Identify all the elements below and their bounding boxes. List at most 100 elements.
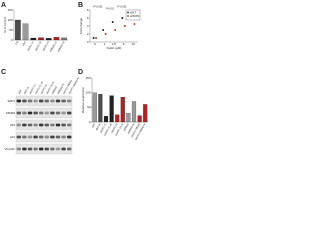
x-tick-label: siNT+N — [95, 123, 102, 132]
bar — [61, 37, 67, 41]
band — [16, 123, 21, 127]
blot-strip — [15, 143, 73, 155]
band — [44, 147, 49, 151]
x-tick-label: 10 — [132, 42, 136, 46]
band — [27, 135, 33, 139]
y-tick-label: 50 — [87, 105, 91, 109]
blot-strip — [15, 107, 73, 119]
band — [33, 123, 38, 127]
bar — [120, 96, 125, 123]
bar — [98, 94, 103, 123]
y-tick-label: 100 — [7, 18, 12, 22]
band — [67, 123, 72, 127]
band — [55, 147, 61, 151]
panel-label: B — [78, 2, 83, 9]
band — [16, 147, 21, 151]
band — [55, 123, 61, 127]
legend-box — [125, 9, 141, 21]
x-tick-label: siMDM2 #2 — [57, 40, 66, 53]
legend-marker — [127, 15, 129, 17]
y-tick-label: 2 — [87, 32, 89, 36]
y-tick-label: 0 — [87, 40, 89, 44]
legend-label: siWIP1 — [130, 14, 140, 18]
band — [67, 135, 72, 139]
x-axis-label: Nutlin (µM) — [107, 46, 122, 50]
point — [102, 29, 105, 31]
point — [123, 25, 126, 27]
bar — [30, 37, 37, 41]
band — [50, 99, 55, 103]
blot-strip — [15, 119, 73, 131]
band — [55, 111, 61, 115]
bar — [45, 38, 52, 41]
band — [50, 135, 55, 139]
x-tick-label: siWIP1 #1 — [27, 40, 35, 52]
point — [104, 33, 107, 35]
x-tick-label: siWIP1+MDM2 — [130, 122, 141, 138]
band — [33, 147, 38, 151]
band — [39, 111, 44, 115]
bar — [137, 115, 142, 123]
y-tick-label: 50 — [9, 28, 13, 32]
band — [67, 99, 72, 103]
band — [50, 123, 55, 127]
lane-label: siWIP1 #2+N — [46, 81, 56, 95]
y-tick-label: 100 — [85, 90, 90, 94]
x-tick-label: 0 — [94, 42, 96, 46]
bar — [53, 37, 60, 41]
x-tick-label: siMDM2+N — [127, 123, 136, 135]
band — [67, 147, 72, 151]
band — [16, 99, 21, 103]
blot-strip — [15, 131, 73, 143]
band — [33, 99, 38, 103]
x-tick-label: siWIP1 #2+N — [115, 123, 125, 137]
row-label: p53 — [10, 123, 15, 127]
point — [121, 17, 124, 19]
row-label: p21 — [10, 135, 15, 139]
legend-label: siNT — [130, 10, 136, 14]
x-tick-label: siWIP1 #1 — [99, 122, 107, 134]
x-tick-label: siMDM2 #1 — [49, 40, 58, 53]
point — [133, 23, 136, 25]
point — [95, 37, 98, 39]
blot-strip — [15, 95, 73, 107]
band — [22, 99, 27, 103]
lane-label: siNT+N — [23, 86, 30, 95]
bar — [22, 23, 29, 41]
band — [61, 111, 66, 115]
x-tick-label: Ctrl — [15, 40, 20, 45]
row-label: WIP1 — [8, 99, 16, 103]
bar — [103, 116, 109, 123]
y-tick-label: 8 — [87, 8, 89, 12]
y-axis-label: Relative expression — [81, 87, 85, 114]
band — [33, 111, 38, 115]
x-tick-label: 1 — [104, 42, 106, 46]
x-tick-label: siWIP1 #3 — [42, 40, 50, 52]
band — [55, 135, 61, 139]
panel-label: D — [78, 69, 83, 76]
bar — [38, 37, 44, 41]
band — [61, 147, 66, 151]
point — [92, 37, 95, 39]
band — [61, 135, 66, 139]
band — [27, 123, 33, 127]
lane-label: siMDM2+N — [57, 83, 66, 95]
band — [22, 147, 27, 151]
band — [61, 99, 66, 103]
panel-label: C — [1, 69, 6, 76]
band — [27, 111, 33, 115]
band — [27, 99, 33, 103]
bar — [131, 101, 137, 123]
band — [67, 111, 72, 115]
y-tick-label: 4 — [87, 24, 89, 28]
bar — [92, 92, 97, 123]
band — [27, 147, 33, 151]
band — [50, 147, 55, 151]
band — [61, 123, 66, 127]
band — [22, 135, 27, 139]
lane-label: siWIP1+MDM2 — [62, 79, 73, 95]
x-tick-label: siMDM2 — [123, 122, 130, 132]
band — [44, 135, 49, 139]
band — [16, 135, 21, 139]
x-tick-label: siWIP1 #2 — [34, 40, 42, 52]
